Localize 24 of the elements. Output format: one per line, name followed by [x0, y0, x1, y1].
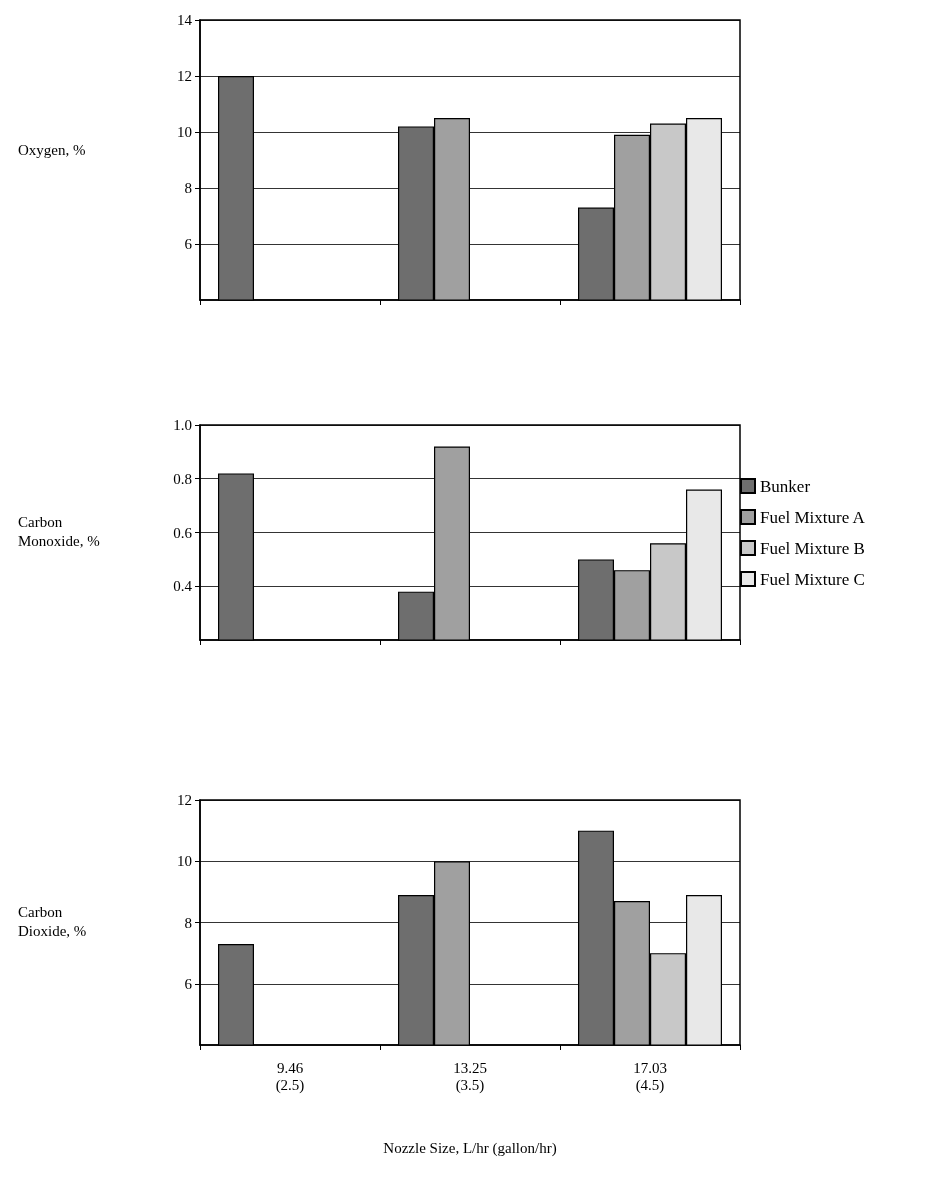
y-tick-label: 12: [177, 792, 192, 808]
y-tick-label: 0.6: [173, 524, 193, 541]
y-axis-title: Oxygen, %: [18, 141, 86, 158]
y-axis-title: Carbon Dioxide, %: [18, 904, 87, 939]
legend-label: Bunker: [760, 476, 811, 496]
legend-label: Fuel Mixture B: [760, 538, 865, 558]
x-tick-label: 9.46 (2.5): [275, 1059, 305, 1094]
y-axis-title: Carbon Monoxide, %: [18, 514, 100, 549]
y-tick-label: 0.8: [173, 470, 192, 487]
y-tick-label: 8: [184, 914, 192, 931]
y-tick-label: 1.0: [173, 417, 192, 433]
y-tick-label: 8: [184, 180, 192, 196]
x-axis-title: Nozzle Size, L/hr (gallon/hr): [383, 1139, 557, 1157]
y-tick-label: 12: [177, 68, 192, 84]
y-tick-label: 6: [184, 975, 193, 992]
y-tick-label: 14: [177, 12, 193, 28]
x-tick-label: 17.03 (4.5): [633, 1059, 667, 1094]
legend-label: Fuel Mixture A: [760, 507, 866, 527]
x-tick-label: 13.25 (3.5): [453, 1059, 487, 1094]
y-tick-label: 10: [177, 124, 192, 140]
y-tick-label: 6: [184, 236, 193, 252]
legend-label: Fuel Mixture C: [760, 569, 865, 589]
y-tick-label: 10: [177, 853, 192, 870]
y-tick-label: 0.4: [173, 578, 193, 595]
